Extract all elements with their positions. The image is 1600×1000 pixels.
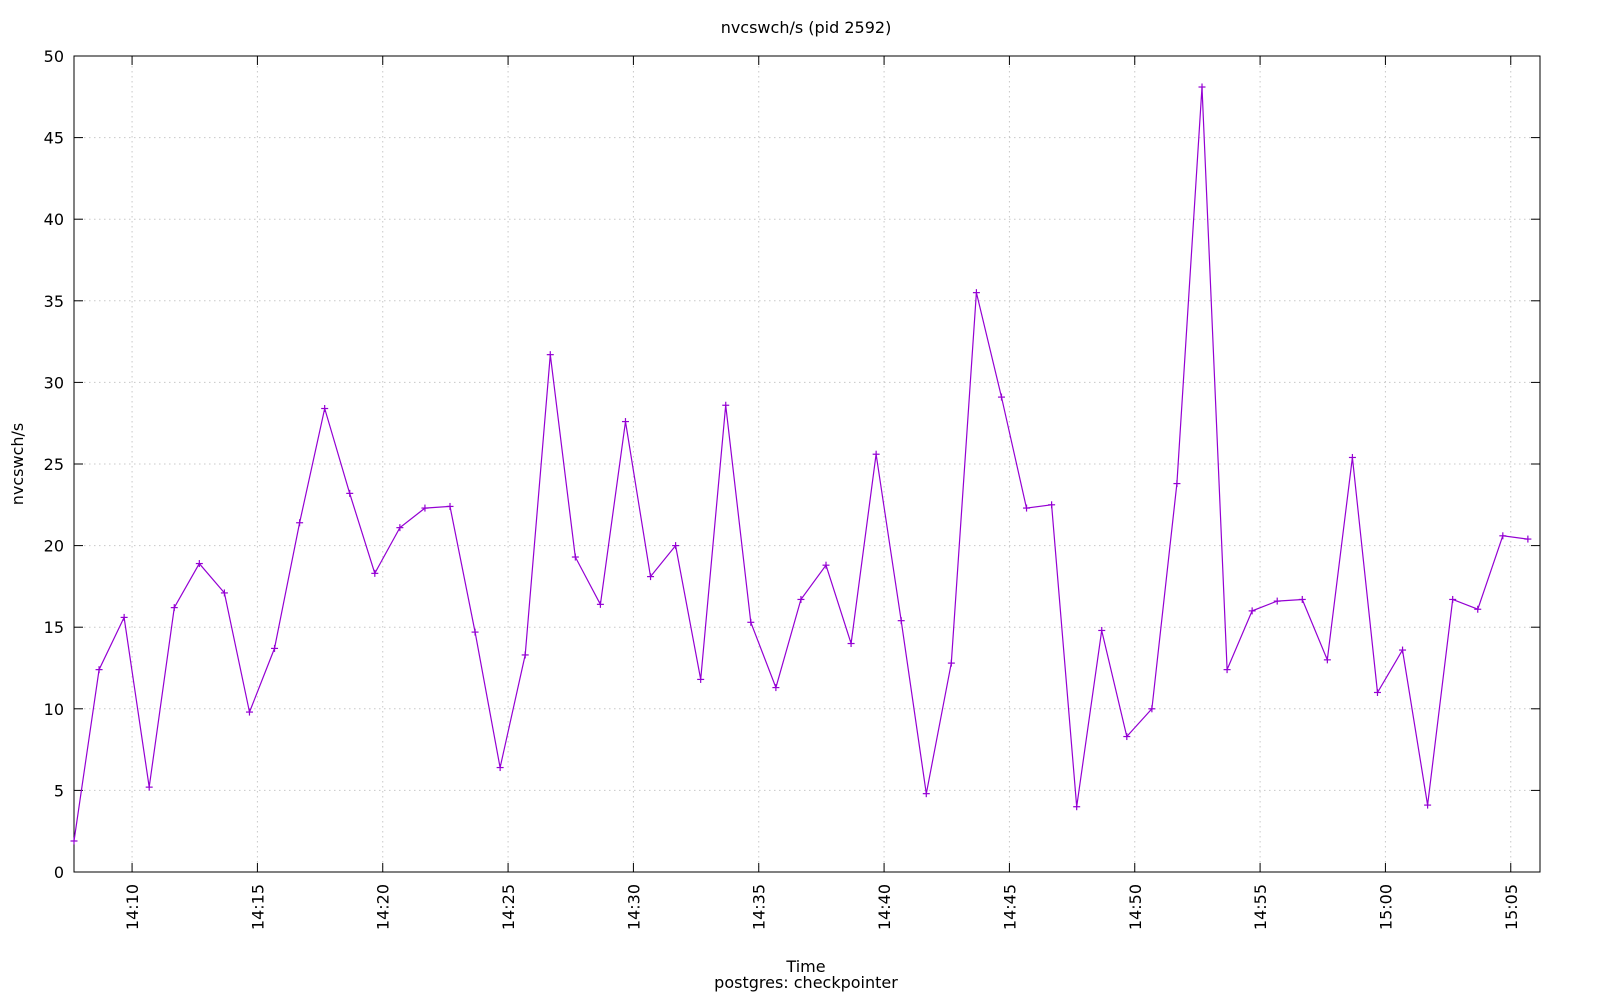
x-tick-label: 14:40	[875, 884, 894, 930]
data-point	[1474, 605, 1482, 613]
plot-frame	[73, 55, 1541, 873]
data-point	[647, 573, 655, 581]
data-point	[396, 524, 404, 532]
data-point	[145, 783, 153, 791]
data-point	[321, 405, 329, 413]
x-tick-label: 15:05	[1502, 884, 1521, 930]
data-point	[571, 553, 579, 561]
data-point	[1223, 666, 1231, 674]
data-point	[722, 401, 730, 409]
data-point	[521, 651, 529, 659]
data-point	[1073, 803, 1081, 811]
data-point	[271, 644, 279, 652]
data-point	[496, 764, 504, 772]
data-point	[1198, 83, 1206, 91]
series	[70, 83, 1532, 845]
data-point	[220, 589, 228, 597]
data-point	[1098, 626, 1106, 634]
y-tick-label: 45	[44, 129, 64, 148]
chart-subtitle: postgres: checkpointer	[714, 973, 898, 992]
data-point	[546, 351, 554, 359]
data-point	[1148, 705, 1156, 713]
x-tick-label: 14:30	[624, 884, 643, 930]
data-point	[1373, 688, 1381, 696]
data-point	[1424, 801, 1432, 809]
data-point	[1524, 535, 1532, 543]
data-point	[296, 519, 304, 527]
data-point	[421, 504, 429, 512]
data-point	[446, 502, 454, 510]
data-point	[1348, 453, 1356, 461]
data-point	[1173, 480, 1181, 488]
x-tick-label: 14:20	[374, 884, 393, 930]
y-tick-label: 25	[44, 455, 64, 474]
data-point	[997, 393, 1005, 401]
y-tick-label: 40	[44, 210, 64, 229]
data-point	[596, 600, 604, 608]
x-tick-label: 14:35	[750, 884, 769, 930]
data-point	[471, 628, 479, 636]
x-tick-label: 14:55	[1251, 884, 1270, 930]
x-axis-label: Time	[785, 957, 825, 976]
data-point	[1298, 595, 1306, 603]
data-point	[621, 418, 629, 426]
x-axis: 14:10 14:15 14:20 14:25 14:30 14:35 14:40 14:45…	[123, 56, 1521, 930]
data-point	[195, 560, 203, 568]
x-tick-label: 14:10	[123, 884, 142, 930]
data-point	[170, 604, 178, 612]
data-point	[1399, 646, 1407, 654]
data-point	[245, 708, 253, 716]
data-point	[1499, 532, 1507, 540]
y-tick-label: 30	[44, 373, 64, 392]
grid	[74, 56, 1540, 872]
data-point	[772, 684, 780, 692]
data-point	[922, 790, 930, 798]
data-point	[1248, 607, 1256, 615]
x-tick-label: 14:25	[499, 884, 518, 930]
data-point	[1273, 597, 1281, 605]
y-tick-label: 10	[44, 700, 64, 719]
y-tick-label: 20	[44, 537, 64, 556]
data-point	[672, 542, 680, 550]
data-point	[120, 613, 128, 621]
chart-title: nvcswch/s (pid 2592)	[721, 18, 892, 37]
data-point	[847, 640, 855, 648]
data-point	[747, 618, 755, 626]
data-point	[897, 617, 905, 625]
y-tick-label: 15	[44, 618, 64, 637]
data-point	[95, 666, 103, 674]
x-tick-label: 14:50	[1126, 884, 1145, 930]
data-point	[972, 289, 980, 297]
data-point	[371, 569, 379, 577]
x-tick-label: 15:00	[1376, 884, 1395, 930]
data-point	[697, 675, 705, 683]
data-point	[346, 489, 354, 497]
y-axis-label: nvcswch/s	[8, 423, 27, 506]
x-tick-label: 14:45	[1000, 884, 1019, 930]
x-tick-label: 14:15	[248, 884, 267, 930]
data-point	[70, 837, 78, 845]
data-point	[1023, 504, 1031, 512]
data-point	[1449, 595, 1457, 603]
data-point	[797, 595, 805, 603]
y-tick-label: 35	[44, 292, 64, 311]
data-point	[947, 659, 955, 667]
data-point	[1048, 501, 1056, 509]
data-point	[872, 450, 880, 458]
data-point	[1323, 656, 1331, 664]
y-axis: 0 5 10 15 20 25 30 35 40 45 50	[44, 47, 1540, 882]
y-tick-label: 5	[54, 781, 64, 800]
data-point	[1123, 733, 1131, 741]
y-tick-label: 50	[44, 47, 64, 66]
data-point	[822, 561, 830, 569]
y-tick-label: 0	[54, 863, 64, 882]
